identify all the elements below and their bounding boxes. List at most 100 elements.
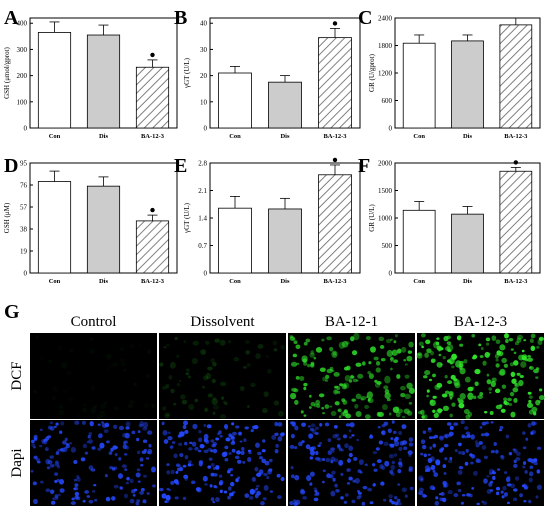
cell-mark	[197, 449, 202, 453]
cell-mark	[501, 357, 507, 364]
cell-mark	[274, 432, 279, 436]
cell-mark	[211, 378, 216, 384]
cell-mark	[432, 395, 437, 399]
cell-mark	[150, 466, 157, 473]
cell-mark	[143, 421, 149, 428]
cell-mark	[449, 425, 454, 430]
cell-mark	[443, 484, 447, 488]
cell-mark	[408, 442, 414, 447]
cell-mark	[274, 448, 279, 454]
cell-mark	[337, 409, 341, 412]
cell-mark	[41, 439, 46, 443]
cell-mark	[448, 459, 453, 463]
cell-mark	[179, 466, 184, 472]
cell-mark	[355, 393, 362, 400]
cell-mark	[245, 350, 251, 355]
cell-mark	[309, 394, 312, 398]
cell-mark	[210, 462, 215, 467]
cell-mark	[184, 441, 188, 446]
cell-mark	[191, 357, 198, 365]
cell-mark	[473, 470, 478, 476]
y-tick-label: 1800	[378, 42, 393, 50]
cell-mark	[111, 467, 116, 471]
cell-mark	[324, 379, 329, 382]
cell-mark	[504, 471, 508, 475]
cell-mark	[123, 493, 129, 499]
cell-mark	[121, 464, 127, 469]
cell-mark	[91, 446, 96, 450]
cell-mark	[74, 483, 79, 488]
cell-mark	[203, 423, 207, 428]
cell-mark	[262, 497, 267, 501]
cell-mark	[124, 468, 128, 472]
cell-mark	[362, 485, 368, 490]
cell-mark	[256, 490, 261, 496]
category-label-dis: Dis	[280, 133, 290, 140]
cell-mark	[397, 469, 402, 474]
cell-mark	[74, 491, 80, 497]
cell-mark	[449, 396, 453, 400]
cell-mark	[390, 437, 394, 441]
cell-mark	[135, 472, 141, 478]
cell-mark	[52, 396, 56, 400]
row-label-dcf: DCF	[9, 361, 25, 390]
cell-mark	[430, 358, 436, 363]
cell-mark	[408, 341, 414, 348]
cell-mark	[387, 428, 392, 434]
cell-mark	[384, 375, 391, 384]
cell-mark	[453, 422, 459, 426]
cell-mark	[336, 437, 341, 441]
cell-mark	[528, 477, 533, 483]
cell-mark	[165, 384, 170, 389]
cell-mark	[290, 392, 297, 400]
cell-mark	[441, 393, 448, 398]
cell-mark	[210, 472, 215, 477]
cell-mark	[530, 458, 536, 464]
cell-mark	[447, 433, 452, 438]
cell-mark	[194, 398, 199, 403]
cell-mark	[369, 501, 374, 505]
cell-mark	[397, 502, 402, 506]
cell-mark	[88, 465, 94, 471]
cell-mark	[232, 431, 237, 436]
cell-mark	[174, 496, 179, 500]
cell-mark	[506, 501, 510, 505]
cell-mark	[497, 350, 504, 357]
cell-mark	[215, 497, 220, 503]
cell-mark	[322, 469, 326, 473]
cell-mark	[404, 374, 410, 379]
cell-mark	[277, 495, 282, 500]
cell-mark	[127, 403, 134, 409]
cell-mark	[69, 442, 73, 445]
cell-mark	[355, 362, 362, 367]
bar-con	[37, 181, 72, 274]
cell-mark	[493, 442, 497, 446]
cell-mark	[143, 403, 149, 409]
cell-mark	[503, 400, 508, 405]
cell-mark	[337, 390, 341, 394]
cell-mark	[275, 443, 279, 448]
cell-mark	[58, 410, 64, 416]
cell-mark	[255, 487, 259, 491]
category-label-ba: BA-12-3	[504, 133, 528, 140]
cell-mark	[500, 490, 504, 494]
cell-mark	[346, 481, 351, 485]
cell-mark	[225, 437, 231, 442]
cell-mark	[470, 434, 475, 440]
micrograph-background	[159, 333, 286, 419]
cell-mark	[215, 437, 220, 441]
cell-mark	[54, 461, 60, 467]
cell-mark	[396, 374, 401, 379]
cell-mark	[292, 353, 297, 358]
cell-mark	[367, 487, 373, 492]
cell-mark	[385, 338, 392, 344]
y-tick-label: 95	[20, 160, 28, 168]
bar-con	[402, 42, 436, 129]
cell-mark	[510, 371, 516, 378]
cell-mark	[437, 408, 443, 413]
cell-mark	[305, 338, 311, 343]
cell-mark	[52, 497, 56, 501]
cell-mark	[523, 500, 527, 503]
cell-mark	[499, 425, 504, 430]
cell-mark	[240, 450, 245, 456]
